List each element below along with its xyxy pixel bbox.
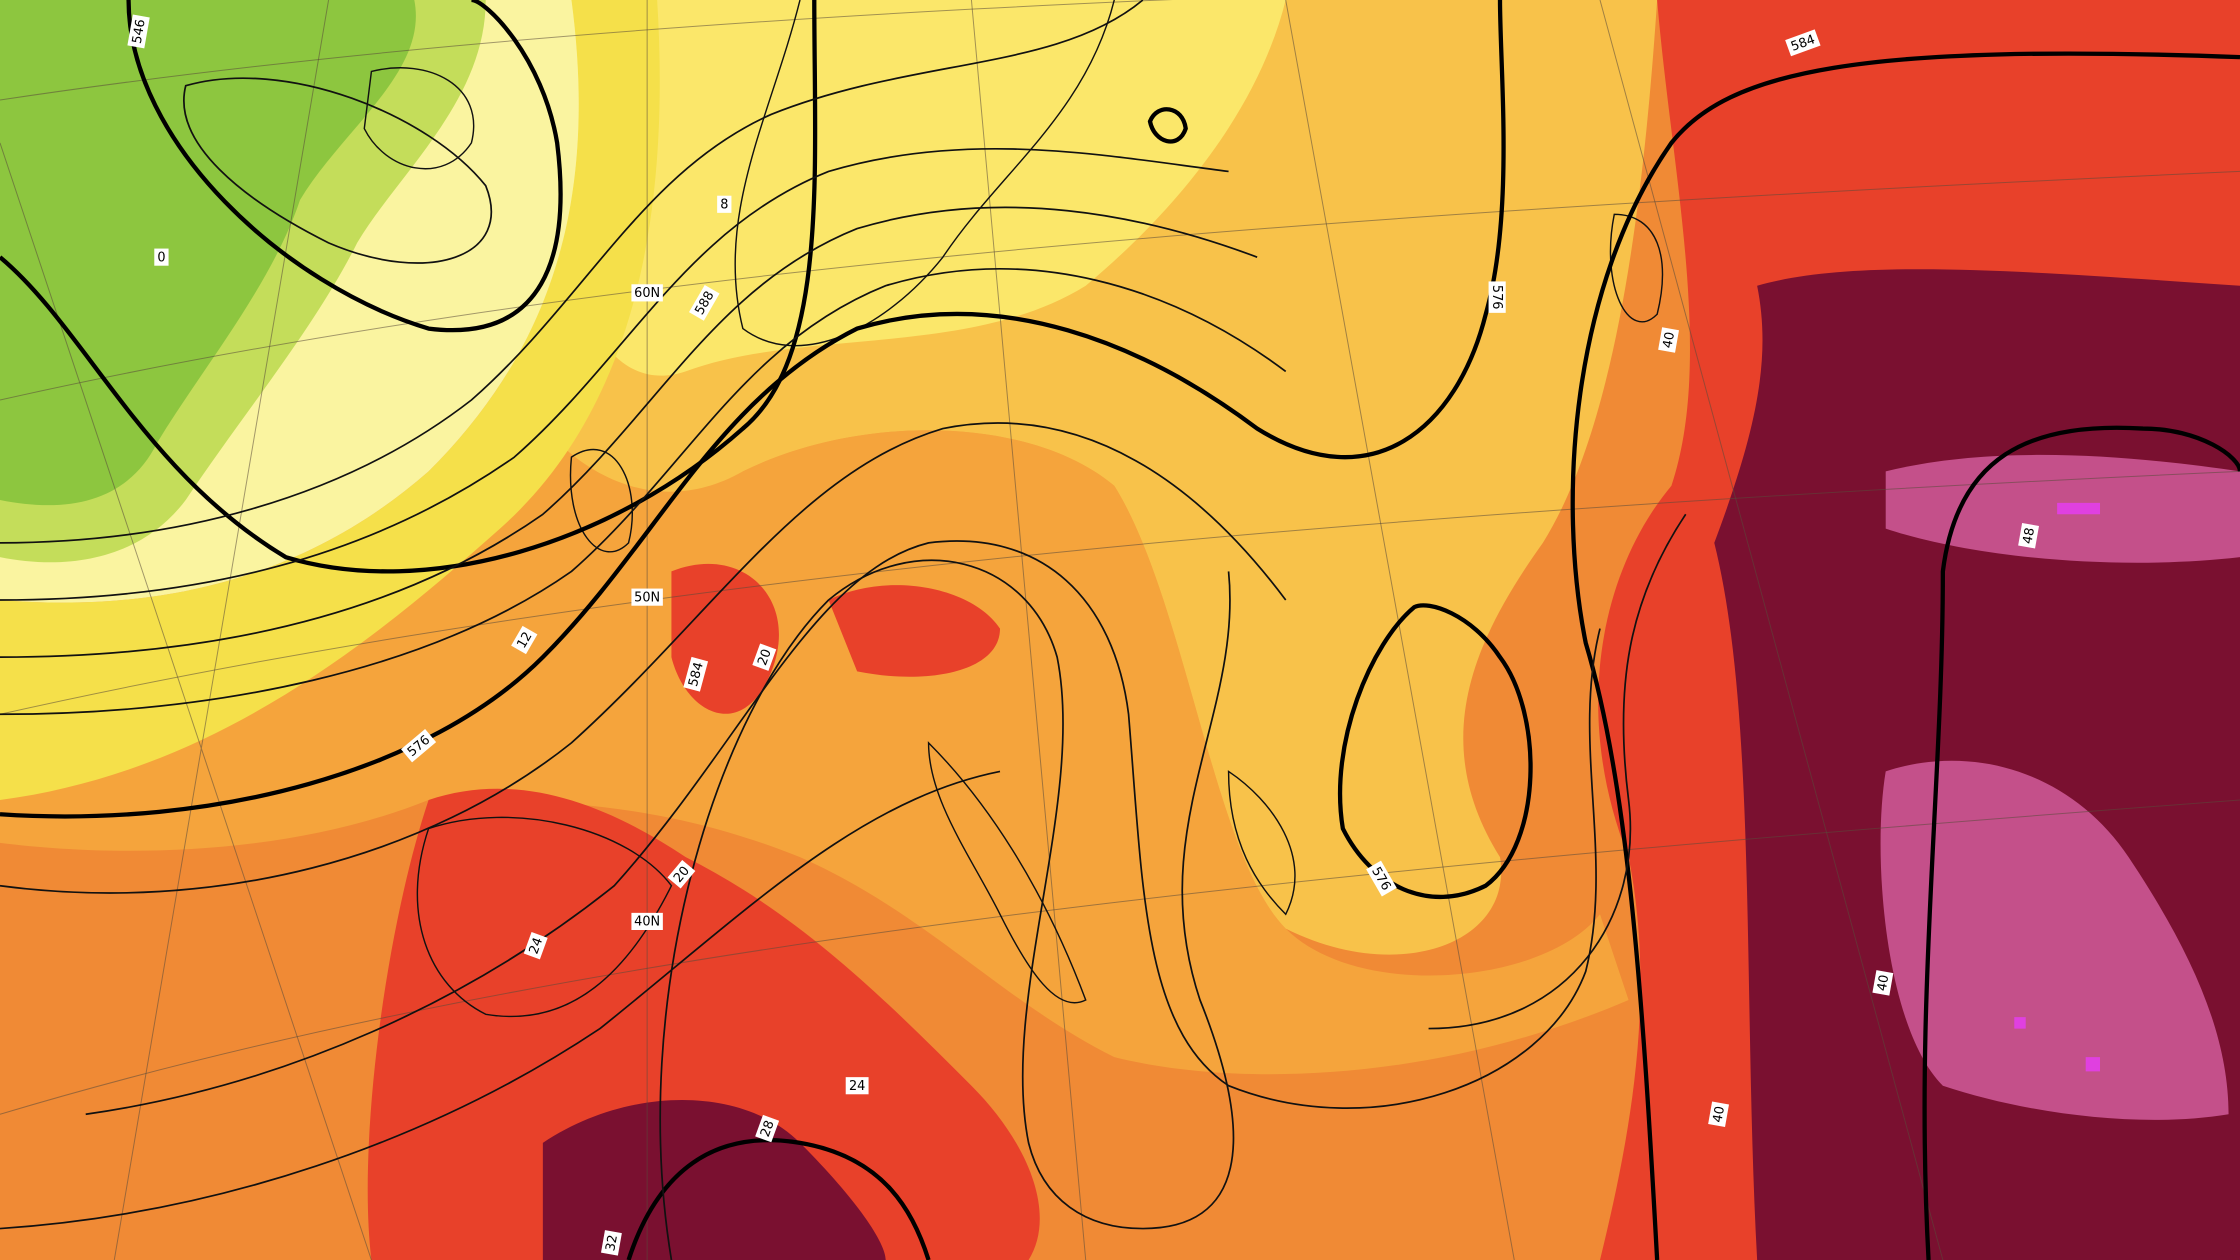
label-text: 584 [686,661,707,689]
field-pink [1880,454,2240,1120]
coast-greece [1227,770,1296,916]
label-background [755,1114,780,1143]
label-background [667,860,696,889]
label-text: 12 [514,630,535,652]
contour-label: 546 [127,14,150,49]
parallel [0,470,2240,715]
contour-label: 50N [631,588,663,606]
label-background [683,656,709,692]
contour-label: 0 [154,248,169,266]
contour [0,422,1287,894]
label-text: 24 [527,936,547,956]
label-background [631,284,663,302]
label-background [523,932,548,960]
label-background [1488,281,1506,313]
label-background [689,284,720,321]
coast-caspian [1609,213,1664,323]
contour [0,0,1144,544]
label-background [2018,522,2039,549]
contour-label: 584 [1785,29,1821,57]
label-text: 8 [720,198,728,213]
label-background [717,195,732,213]
contour-labels: 58457658858457657654660N50N40N0812202024… [127,14,2039,1256]
contour [1337,603,1533,900]
field-yellow-band [0,0,660,800]
contour [0,268,1287,716]
meridian [0,0,1944,1260]
label-text: 60N [634,286,660,301]
label-text: 0 [157,250,165,265]
label-text: 32 [603,1234,621,1253]
contour-label: 40N [631,912,663,930]
label-background [631,912,663,930]
field-red-central [671,563,1000,714]
label-text: 40 [1710,1105,1728,1124]
label-text: 40 [1660,331,1678,350]
label-background [752,643,777,671]
contour [183,77,493,264]
coast-italy [927,741,1087,1004]
label-background [1785,29,1821,57]
contour [85,540,1601,1116]
contour-label: 20 [752,643,777,671]
contour-label: 12 [511,625,538,655]
label-text: 28 [758,1119,778,1139]
label-background [1708,1101,1729,1128]
label-background [601,1230,622,1256]
contour [1147,107,1188,144]
field-maroon-south [542,1100,886,1260]
label-background [1658,327,1679,353]
label-text: 40 [1875,974,1893,993]
contour [1922,425,2240,1260]
label-text: 50N [634,590,660,605]
label-text: 40N [634,915,660,930]
label-background [1366,860,1397,897]
label-background [154,248,169,266]
contour-label: 40 [1658,327,1679,353]
contour-label: 60N [631,284,663,302]
label-text: 576 [1489,285,1504,310]
label-background [1872,970,1894,996]
label-text: 546 [130,18,149,45]
parallel [0,0,1173,101]
label-text: 20 [755,647,775,667]
contour [0,0,1506,819]
contour-label: 584 [683,656,709,692]
contour-label: 32 [601,1230,622,1256]
contour-label: 576 [1488,281,1506,313]
label-background [401,729,437,763]
label-background [511,625,538,655]
label-text: 48 [2020,526,2038,545]
field-red-southwest [367,788,1040,1260]
contour [0,147,1229,601]
contour [0,770,1001,1230]
label-background [631,588,663,606]
field-yellow [542,0,1286,376]
coast-iberia [416,816,673,1018]
coast-iceland [363,67,475,170]
contour-label: 40 [1872,970,1894,996]
contour-label: 20 [667,860,696,889]
contour-label: 28 [755,1114,780,1143]
contour-label: 40 [1708,1101,1729,1128]
parallel [0,170,2240,401]
contour [0,206,1258,658]
contour-label: 8 [717,195,732,213]
contour-label: 24 [845,1077,869,1095]
contour [1570,51,2240,1260]
contour-label: 48 [2018,522,2039,549]
contour [126,0,563,333]
parallel [0,799,2240,1115]
contour [1428,513,1687,1030]
label-text: 24 [849,1079,865,1094]
label-background [127,14,150,49]
contour-label: 24 [523,932,548,960]
label-background [845,1077,869,1095]
